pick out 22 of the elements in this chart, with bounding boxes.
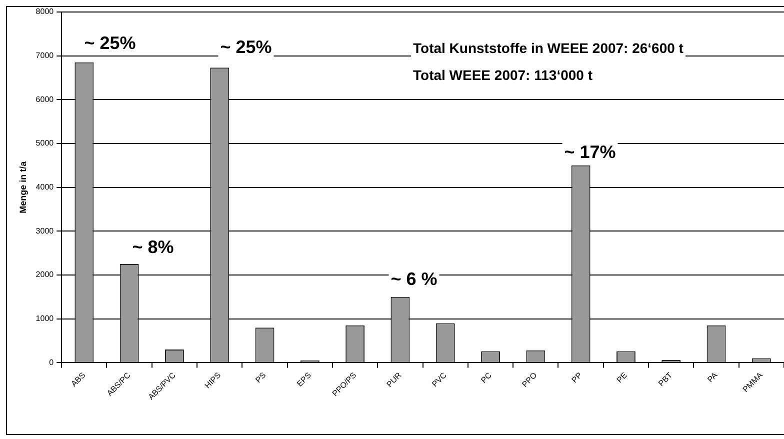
x-tick-label: PC	[479, 370, 494, 385]
annotation: ~ 8%	[132, 236, 174, 257]
y-tick-label: 1000	[36, 314, 54, 324]
x-tick-label: PE	[615, 370, 629, 385]
y-axis-title: Menge in t/a	[18, 160, 28, 214]
x-tick-label: PP	[570, 370, 584, 385]
annotation: ~ 25%	[84, 32, 136, 53]
y-tick-label: 5000	[36, 138, 54, 148]
annotation: ~ 25%	[220, 36, 272, 57]
annotation: ~ 17%	[564, 142, 616, 162]
y-tick-label: 4000	[36, 182, 54, 192]
y-tick-label: 8000	[36, 7, 54, 16]
annotation: ~ 6 %	[390, 268, 438, 289]
y-tick-label: 6000	[36, 94, 54, 104]
y-tick-label: 2000	[36, 270, 54, 280]
y-tick-label: 3000	[36, 226, 54, 236]
y-tick-label: 0	[49, 358, 54, 367]
x-tick-label: PA	[706, 370, 720, 384]
y-tick-label: 7000	[36, 51, 54, 60]
annotation: Total Kunststoffe in WEEE 2007: 26‘600 t	[413, 40, 684, 56]
x-tick-label: PS	[254, 370, 268, 385]
annotation: Total WEEE 2007: 113‘000 t	[413, 66, 593, 83]
